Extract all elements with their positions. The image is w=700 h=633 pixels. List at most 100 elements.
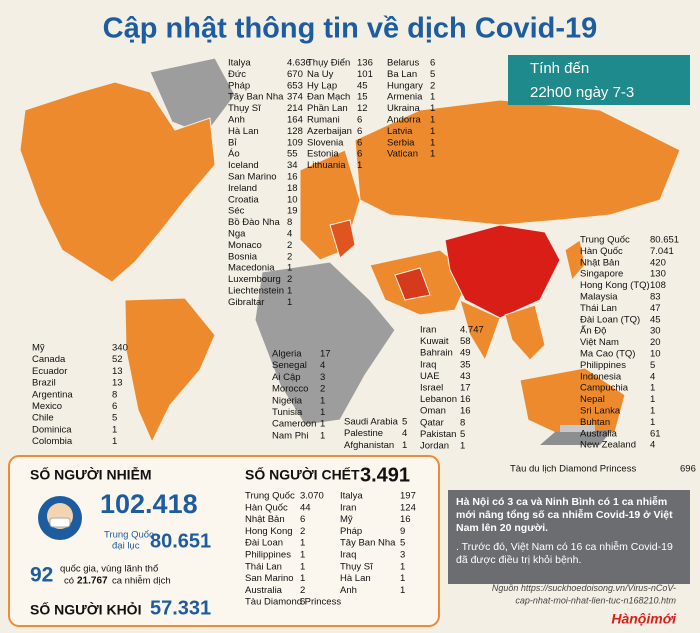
country-name: Oman <box>420 406 446 417</box>
country-name: Ma Cao (TQ) <box>580 349 635 360</box>
country-value: 15 <box>357 92 368 103</box>
country-value: 1 <box>320 407 325 418</box>
country-value: 55 <box>287 149 298 160</box>
country-value: 1 <box>320 419 325 430</box>
country-name: Ireland <box>228 183 257 194</box>
country-name: Thụy Sĩ <box>228 103 261 114</box>
country-value: 1 <box>430 126 435 137</box>
country-value: 35 <box>460 359 471 370</box>
country-name: Gibraltar <box>228 297 264 308</box>
africa <box>254 261 396 426</box>
country-value: 30 <box>650 326 661 337</box>
country-value: 18 <box>287 183 298 194</box>
country-name: Armenia <box>387 92 423 103</box>
country-name: Rumani <box>307 115 340 126</box>
note-text: Hà Nội có 3 ca và Ninh Bình có 1 ca nhiễ… <box>456 496 673 534</box>
country-value: 19 <box>287 206 298 217</box>
country-name: Bỉ <box>228 137 237 148</box>
country-name: Vatican <box>387 149 418 160</box>
country-value: 45 <box>357 80 368 91</box>
cruise-name: Tàu du lịch Diamond Princess <box>510 464 636 475</box>
country-value: 17 <box>460 383 471 394</box>
country-name: Bosnia <box>228 251 258 262</box>
china-label: đại lục <box>112 541 140 552</box>
countries-count: 92 <box>30 564 53 587</box>
country-value: 45 <box>650 314 661 325</box>
person-mask <box>49 517 71 528</box>
country-name: Slovenia <box>307 137 344 148</box>
country-name: Indonesia <box>580 371 622 382</box>
source-url: https://suckhoedoisong.vn/Virus-nCoV- <box>521 583 676 593</box>
country-value: 44 <box>300 502 311 513</box>
country-name: Iraq <box>340 550 356 561</box>
date-label: Tính đến <box>530 60 589 77</box>
country-name: Macedonia <box>228 263 275 274</box>
country-name: Hy Lạp <box>307 80 337 91</box>
country-name: Nepal <box>580 394 605 405</box>
country-name: Colombia <box>32 436 73 447</box>
country-value: 4 <box>320 360 325 371</box>
country-value: 124 <box>400 502 416 513</box>
country-value: 1 <box>430 137 435 148</box>
country-value: 13 <box>112 378 123 389</box>
country-name: Anh <box>340 585 357 596</box>
country-name: Buhtan <box>580 417 610 428</box>
country-value: 5 <box>650 360 655 371</box>
country-value: 16 <box>460 394 471 405</box>
country-name: Hà Lan <box>340 573 371 584</box>
note-text: . Trước đó, Việt Nam có 16 ca nhiễm Covi… <box>456 541 673 566</box>
country-value: 6 <box>357 115 362 126</box>
country-value: 6 <box>357 126 362 137</box>
country-name: Nam Phi <box>272 430 308 441</box>
country-name: Trung Quốc <box>245 491 295 502</box>
country-name: Bồ Đào Nha <box>228 217 280 228</box>
country-name: Italya <box>340 491 363 502</box>
country-name: Dominica <box>32 424 72 435</box>
country-value: 1 <box>112 436 117 447</box>
country-value: 6 <box>357 149 362 160</box>
country-value: 5 <box>402 417 407 428</box>
country-name: Liechtenstein <box>228 286 284 297</box>
country-name: Brazil <box>32 378 56 389</box>
date-box <box>508 55 690 105</box>
country-name: Malaysia <box>580 292 618 303</box>
source-url: cap-nhat-moi-nhat-lien-tuc-n168210.htm <box>515 595 676 605</box>
japan-korea <box>564 239 586 282</box>
china <box>444 224 561 319</box>
country-value: 12 <box>357 103 368 114</box>
country-value: 2 <box>287 240 292 251</box>
recovered-label: SỐ NGƯỜI KHỎI <box>30 601 141 618</box>
country-name: Algeria <box>272 349 302 360</box>
country-value: 34 <box>287 160 298 171</box>
country-name: Phần Lan <box>307 103 348 114</box>
country-name: New Zealand <box>580 440 636 451</box>
country-value: 17 <box>320 349 331 360</box>
country-name: Estonia <box>307 149 339 160</box>
country-name: Serbia <box>387 137 415 148</box>
country-value: 214 <box>287 103 303 114</box>
country-value: 1 <box>460 441 465 452</box>
country-value: 197 <box>400 491 416 502</box>
country-value: 1 <box>650 383 655 394</box>
greenland <box>149 57 236 136</box>
country-name: Latvia <box>387 126 413 137</box>
date-time: 22h00 ngày 7-3 <box>530 84 634 101</box>
country-value: 101 <box>357 69 373 80</box>
country-name: Italya <box>228 58 251 69</box>
country-name: Iceland <box>228 160 259 171</box>
country-value: 1 <box>287 263 292 274</box>
country-value: 58 <box>460 336 471 347</box>
country-value: 3 <box>400 550 405 561</box>
country-name: Ấn Độ <box>580 326 606 337</box>
country-name: Luxembourg <box>228 274 281 285</box>
ship-hull <box>540 430 612 445</box>
country-value: 1 <box>400 585 405 596</box>
source-label: Nguồn https://suckhoedoisong.vn/Virus-nC… <box>492 583 676 593</box>
country-value: 80.651 <box>650 235 679 246</box>
china-value: 80.651 <box>150 530 211 552</box>
country-name: Tây Ban Nha <box>340 538 396 549</box>
cruise-value: 696 <box>680 464 696 475</box>
country-name: Bahrain <box>420 348 453 359</box>
